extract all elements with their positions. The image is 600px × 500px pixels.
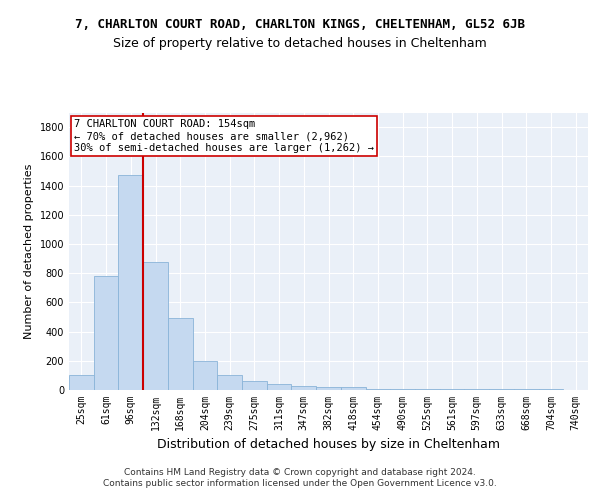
Bar: [316, 387, 341, 390]
Bar: [242, 380, 267, 390]
Text: 7 CHARLTON COURT ROAD: 154sqm
← 70% of detached houses are smaller (2,962)
30% o: 7 CHARLTON COURT ROAD: 154sqm ← 70% of d…: [74, 120, 374, 152]
Y-axis label: Number of detached properties: Number of detached properties: [24, 164, 34, 339]
Bar: [415, 389, 440, 390]
Bar: [341, 388, 365, 390]
Bar: [390, 389, 415, 390]
Bar: [193, 361, 217, 390]
Bar: [168, 318, 193, 390]
Text: Size of property relative to detached houses in Cheltenham: Size of property relative to detached ho…: [113, 38, 487, 51]
Bar: [69, 376, 94, 390]
Bar: [267, 384, 292, 390]
Text: Contains HM Land Registry data © Crown copyright and database right 2024.
Contai: Contains HM Land Registry data © Crown c…: [103, 468, 497, 487]
Bar: [292, 386, 316, 390]
Bar: [118, 176, 143, 390]
Bar: [94, 276, 118, 390]
Bar: [365, 388, 390, 390]
Bar: [217, 376, 242, 390]
X-axis label: Distribution of detached houses by size in Cheltenham: Distribution of detached houses by size …: [157, 438, 500, 452]
Text: 7, CHARLTON COURT ROAD, CHARLTON KINGS, CHELTENHAM, GL52 6JB: 7, CHARLTON COURT ROAD, CHARLTON KINGS, …: [75, 18, 525, 30]
Bar: [143, 262, 168, 390]
